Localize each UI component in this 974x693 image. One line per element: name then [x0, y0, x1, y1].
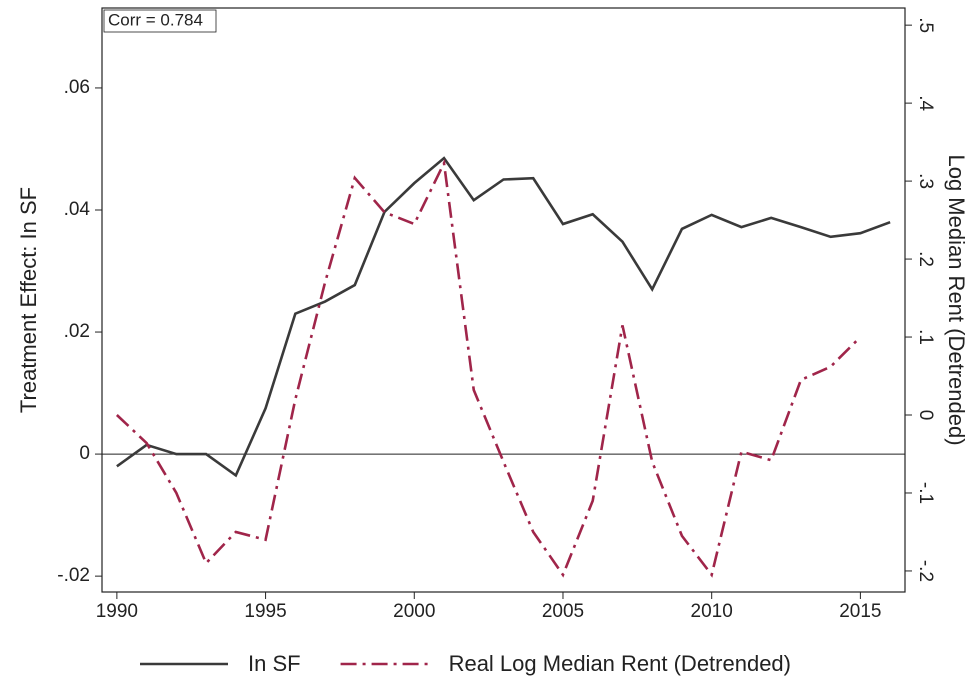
y-axis-title: Treatment Effect: In SF	[16, 187, 41, 413]
x-tick-label: 2015	[839, 601, 881, 622]
y2-tick-label: 0	[915, 410, 936, 421]
y2-tick-label: .4	[915, 95, 936, 111]
legend-label: Real Log Median Rent (Detrended)	[449, 651, 791, 676]
y-tick-label: 0	[79, 443, 90, 464]
annotation-box	[103, 9, 217, 33]
plot-frame	[101, 7, 906, 593]
x-tick-label: 1990	[96, 601, 138, 622]
y2-tick-label: .3	[915, 173, 936, 189]
x-tick-label: 2000	[393, 601, 435, 622]
x-tick-label: 1995	[244, 601, 286, 622]
x-tick-label: 2005	[542, 601, 584, 622]
annotation: Corr = 0.784	[108, 10, 203, 29]
y-tick-label: .02	[64, 321, 90, 342]
y2-tick-label: -.2	[915, 560, 936, 582]
y2-tick-label: .2	[915, 251, 936, 267]
x-tick-label: 2010	[691, 601, 733, 622]
y2-axis-title: Log Median Rent (Detrended)	[944, 154, 969, 445]
y-tick-label: -.02	[57, 565, 90, 586]
series-line	[115, 158, 862, 578]
y-tick-label: .04	[64, 199, 91, 220]
legend-label: In SF	[248, 651, 301, 676]
series-line	[116, 156, 891, 478]
y2-tick-label: .5	[915, 17, 936, 33]
y2-tick-label: .1	[915, 329, 936, 345]
y2-tick-label: -.1	[915, 482, 936, 504]
y-tick-label: .06	[64, 77, 90, 98]
